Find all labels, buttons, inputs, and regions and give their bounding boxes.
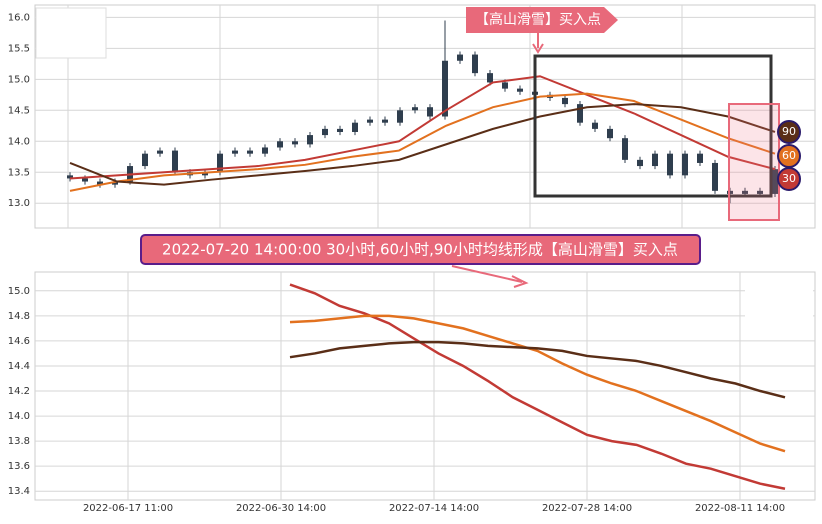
candle-body bbox=[562, 97, 568, 105]
y-tick-label: 15.5 bbox=[8, 43, 30, 54]
marker-label: 60 bbox=[782, 149, 796, 162]
candle-body bbox=[337, 128, 343, 132]
marker-30 bbox=[777, 167, 801, 191]
candle-body bbox=[472, 54, 478, 74]
candle-body bbox=[457, 54, 463, 61]
candle-body bbox=[712, 162, 718, 191]
candle-body bbox=[742, 190, 748, 194]
y-tick-label: 13.4 bbox=[8, 486, 30, 497]
candle-body bbox=[112, 181, 118, 185]
candle-body bbox=[652, 153, 658, 167]
y-tick-label: 13.5 bbox=[8, 167, 30, 178]
candle-body bbox=[397, 110, 403, 123]
banner bbox=[140, 234, 701, 265]
candle-body bbox=[232, 150, 238, 154]
x-tick-label: 2022-06-30 14:00 bbox=[236, 503, 326, 514]
marker-90 bbox=[777, 120, 801, 144]
ma-line bbox=[69, 75, 776, 180]
candle-body bbox=[217, 153, 223, 173]
y-tick-label: 14.4 bbox=[8, 361, 30, 372]
candle-body bbox=[67, 175, 73, 179]
annotation: 【高山滑雪】买入点 bbox=[475, 11, 601, 28]
candle-body bbox=[82, 178, 88, 182]
ma-line bbox=[289, 314, 786, 453]
x-tick-label: 2022-06-17 11:00 bbox=[83, 503, 173, 514]
candle-body bbox=[157, 150, 163, 154]
candle-body bbox=[142, 153, 148, 167]
candle-body bbox=[667, 153, 673, 176]
candle-body bbox=[772, 169, 778, 194]
y-tick-label: 14.8 bbox=[8, 311, 30, 322]
candle-body bbox=[577, 104, 583, 123]
candle-body bbox=[307, 135, 313, 145]
candle-body bbox=[697, 153, 703, 163]
y-tick-label: 16.0 bbox=[8, 12, 30, 23]
y-tick-label: 15.0 bbox=[8, 74, 30, 85]
candle-body bbox=[592, 122, 598, 129]
x-tick-label: 2022-08-11 14:00 bbox=[695, 503, 785, 514]
top-frame bbox=[34, 4, 816, 229]
y-tick-label: 14.2 bbox=[8, 386, 30, 397]
y-tick-label: 13.8 bbox=[8, 436, 30, 447]
y-tick-label: 14.0 bbox=[8, 411, 30, 422]
highlight-box bbox=[728, 103, 780, 221]
y-tick-label: 13.6 bbox=[8, 461, 30, 472]
candle-body bbox=[277, 141, 283, 148]
candle-body bbox=[292, 141, 298, 145]
x-tick-label: 2022-07-28 14:00 bbox=[542, 503, 632, 514]
candle-body bbox=[517, 88, 523, 92]
annotation-bg bbox=[466, 7, 618, 33]
ma-line bbox=[69, 103, 776, 186]
candle-body bbox=[607, 128, 613, 139]
annotation-arrow bbox=[532, 33, 544, 54]
y-tick-label: 15.0 bbox=[8, 286, 30, 297]
signal-box bbox=[533, 54, 773, 198]
banner-arrow bbox=[451, 265, 529, 288]
candle-body bbox=[172, 150, 178, 173]
candle-body bbox=[757, 190, 763, 194]
candle-body bbox=[352, 122, 358, 132]
candle-body bbox=[637, 159, 643, 167]
marker-label: 30 bbox=[782, 172, 796, 185]
ma-line bbox=[69, 92, 776, 192]
banner-text: 2022-07-20 14:00:00 30小时,60小时,90小时均线形成【高… bbox=[162, 241, 678, 259]
y-tick-label: 14.6 bbox=[8, 336, 30, 347]
candle-body bbox=[202, 172, 208, 176]
top-legend bbox=[35, 7, 107, 59]
candle-body bbox=[262, 147, 268, 154]
candle-body bbox=[622, 138, 628, 160]
marker-label: 90 bbox=[782, 125, 796, 138]
candle-body bbox=[322, 128, 328, 136]
x-tick-label: 2022-07-14 14:00 bbox=[389, 503, 479, 514]
y-tick-label: 14.0 bbox=[8, 136, 30, 147]
candle-body bbox=[367, 119, 373, 123]
candle-body bbox=[382, 119, 388, 123]
y-tick-label: 13.0 bbox=[8, 198, 30, 209]
candle-body bbox=[427, 107, 433, 117]
y-tick-label: 14.5 bbox=[8, 105, 30, 116]
candle-body bbox=[442, 60, 448, 117]
candle-body bbox=[682, 153, 688, 176]
candle-body bbox=[97, 181, 103, 185]
ma-line bbox=[289, 340, 786, 399]
candle-body bbox=[487, 73, 493, 83]
bottom-legend bbox=[745, 280, 813, 326]
candle-body bbox=[412, 107, 418, 111]
candle-body bbox=[247, 150, 253, 154]
candle-body bbox=[502, 82, 508, 89]
